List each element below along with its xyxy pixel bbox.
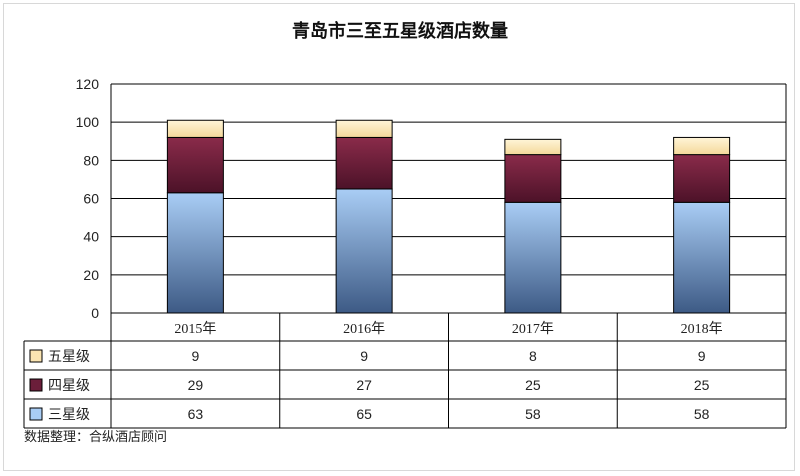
data-value: 9 — [698, 348, 706, 364]
data-source-footnote: 数据整理：合纵酒店顾问 — [24, 430, 167, 445]
chart-title: 青岛市三至五星级酒店数量 — [292, 20, 508, 41]
y-tick-label: 120 — [76, 76, 100, 92]
y-tick-label: 40 — [83, 229, 99, 245]
bar-segment — [335, 119, 393, 138]
data-value: 8 — [529, 348, 537, 364]
series-label: 四星级 — [48, 378, 90, 394]
category-label: 2018年 — [681, 321, 723, 337]
series-label: 三星级 — [48, 407, 90, 423]
bar-segment — [504, 154, 562, 203]
bar-segment — [335, 188, 393, 314]
data-value: 63 — [188, 406, 204, 422]
data-value: 25 — [525, 377, 541, 393]
chart-frame: 青岛市三至五星级酒店数量 0 20 40 60 80 100 120 2015年 2016年 2… — [3, 3, 795, 471]
data-value: 9 — [191, 348, 199, 364]
data-value: 65 — [356, 406, 372, 422]
legend-swatch — [29, 378, 43, 392]
category-label: 2015年 — [174, 321, 216, 337]
y-axis-tick-labels: 0 20 40 60 80 100 120 — [76, 76, 100, 321]
data-value: 27 — [356, 377, 372, 393]
category-label: 2016年 — [343, 321, 385, 337]
legend-swatch — [29, 407, 43, 421]
data-value: 9 — [360, 348, 368, 364]
bar-segment — [166, 192, 224, 314]
bars — [166, 119, 731, 314]
data-value: 58 — [694, 406, 710, 422]
bar-segment — [504, 201, 562, 314]
bar-segment — [335, 136, 393, 190]
data-value: 58 — [525, 406, 541, 422]
y-tick-label: 0 — [91, 305, 99, 321]
legend-swatch — [29, 349, 43, 363]
data-value: 25 — [694, 377, 710, 393]
series-label: 五星级 — [48, 349, 90, 365]
y-tick-label: 80 — [83, 152, 99, 168]
bar-segment — [673, 136, 731, 156]
bar-segment — [166, 119, 224, 138]
category-label: 2017年 — [512, 321, 554, 337]
bar-segment — [504, 138, 562, 156]
bar-segment — [166, 136, 224, 194]
y-tick-label: 60 — [83, 191, 99, 207]
bar-segment — [673, 201, 731, 314]
bar-segment — [673, 154, 731, 203]
y-tick-label: 20 — [83, 267, 99, 283]
y-tick-label: 100 — [76, 114, 100, 130]
data-value: 29 — [188, 377, 204, 393]
